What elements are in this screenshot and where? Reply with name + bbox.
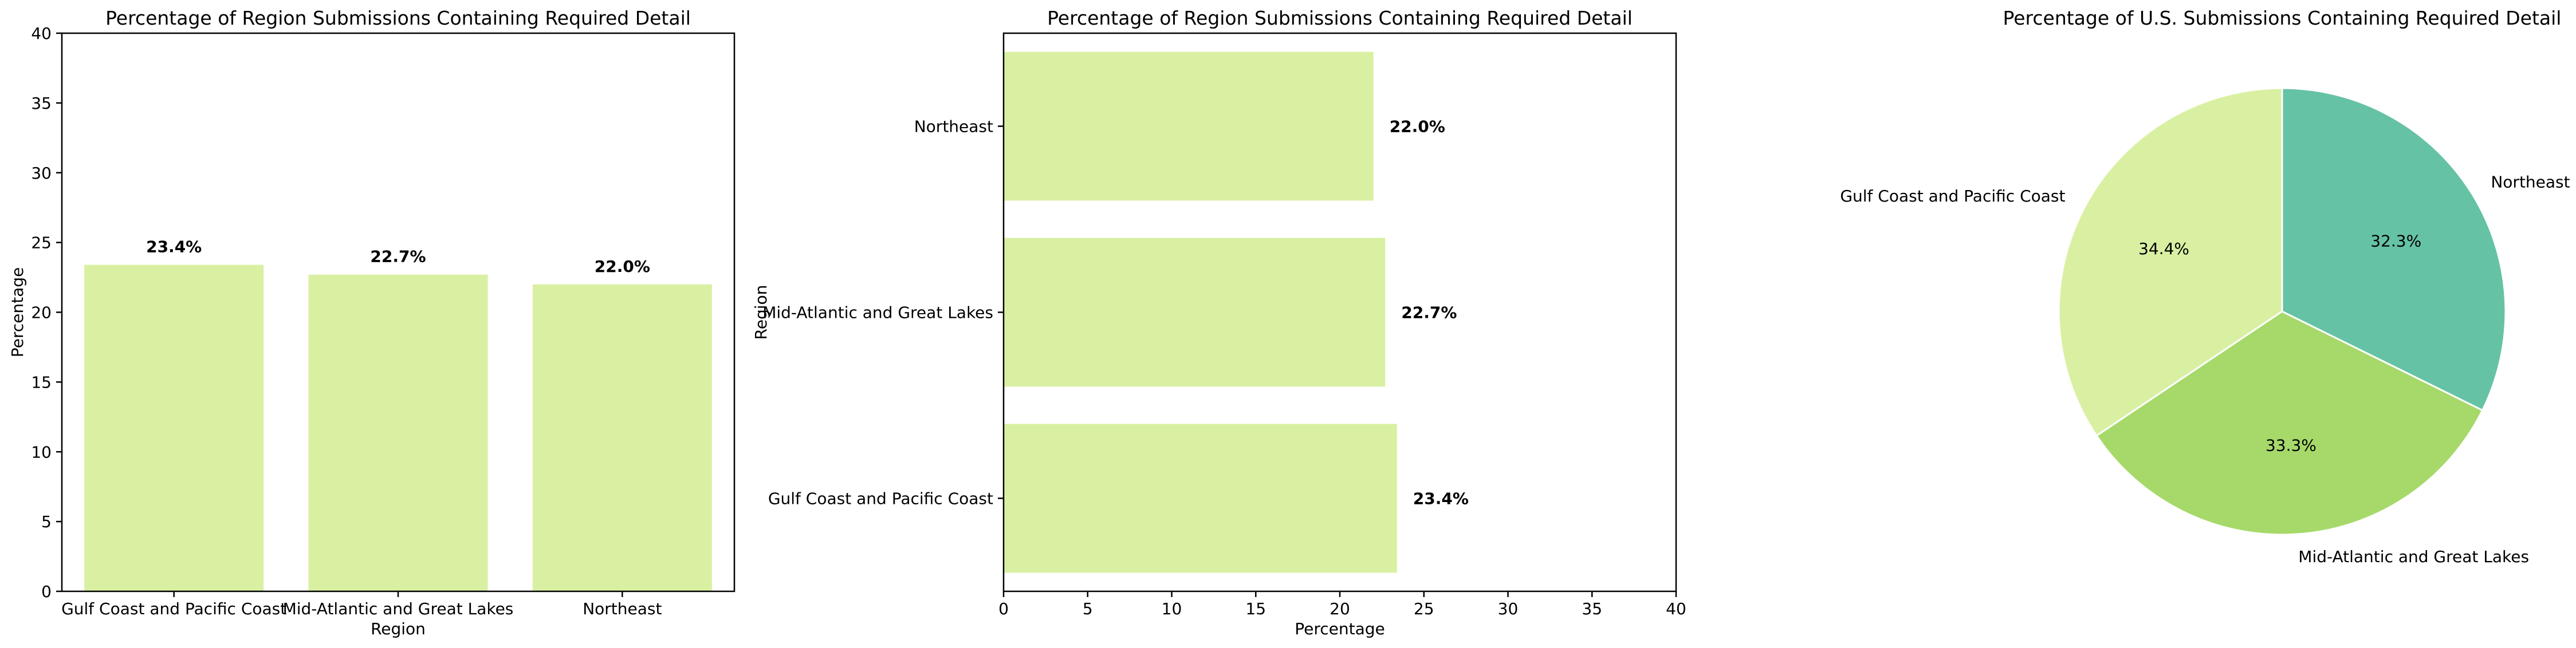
chart-2-ylabel: Region [752,285,770,340]
vertical-bar-chart: Percentage of Region Submissions Contain… [8,7,736,638]
pie-slice [2058,87,2283,437]
y-tick-label: Mid-Atlantic and Great Lakes [762,303,993,322]
x-tick-label: 20 [1330,599,1350,618]
y-tick-label: Northeast [914,117,993,136]
x-tick-label: Northeast [583,599,662,618]
chart-2-axes [1002,32,1677,592]
chart-2-title: Percentage of Region Submissions Contain… [1047,7,1633,29]
horizontal-bar-chart: Percentage of Region Submissions Contain… [752,7,1686,638]
x-tick-label: Gulf Coast and Pacific Coast [61,599,286,618]
y-tick-label: 25 [31,234,52,252]
bar [1004,52,1374,201]
data-label: 23.4% [146,238,202,256]
chart-1-ylabel: Percentage [8,267,27,358]
y-tick-label: 35 [31,94,52,113]
pie-chart: Percentage of U.S. Submissions Containin… [1840,7,2570,566]
data-label: 22.7% [1401,303,1457,322]
bar [1004,238,1386,387]
chart-1-xlabel: Region [371,619,426,638]
pie-percent-label: 32.3% [2370,231,2421,250]
data-label: 23.4% [1413,489,1469,508]
chart-3-title: Percentage of U.S. Submissions Containin… [2003,7,2562,29]
pie-category-label: Gulf Coast and Pacific Coast [1840,187,2065,206]
y-tick-label: 40 [31,24,52,43]
pie-slice [2095,310,2484,536]
y-tick-label: 10 [31,442,52,461]
x-tick-label: 35 [1582,599,1602,618]
x-tick-label: 40 [1666,599,1686,618]
chart-1-axes [61,32,736,592]
x-tick-label: Mid-Atlantic and Great Lakes [283,599,514,618]
bar [84,264,264,591]
pie-percent-label: 33.3% [2266,436,2317,455]
pie-slice [2281,87,2507,412]
bar [532,284,712,591]
bar [308,274,488,591]
data-label: 22.0% [1390,117,1445,136]
pie-percent-label: 34.4% [2138,239,2189,258]
data-label: 22.7% [370,247,426,266]
chart-1-title: Percentage of Region Submissions Contain… [105,7,691,29]
data-label: 22.0% [595,257,650,276]
x-tick-label: 10 [1162,599,1182,618]
x-tick-label: 15 [1245,599,1266,618]
y-tick-label: Gulf Coast and Pacific Coast [768,489,993,508]
y-tick-label: 0 [41,582,52,601]
chart-2-xlabel: Percentage [1295,619,1385,638]
bar [1004,424,1397,573]
y-tick-label: 15 [31,373,52,392]
x-tick-label: 5 [1083,599,1093,618]
pie-category-label: Mid-Atlantic and Great Lakes [2298,547,2529,566]
pie-category-label: Northeast [2491,173,2570,192]
y-tick-label: 5 [41,512,52,531]
x-tick-label: 0 [998,599,1009,618]
y-tick-label: 30 [31,164,52,183]
y-tick-label: 20 [31,303,52,322]
x-tick-label: 30 [1498,599,1519,618]
x-tick-label: 25 [1414,599,1434,618]
